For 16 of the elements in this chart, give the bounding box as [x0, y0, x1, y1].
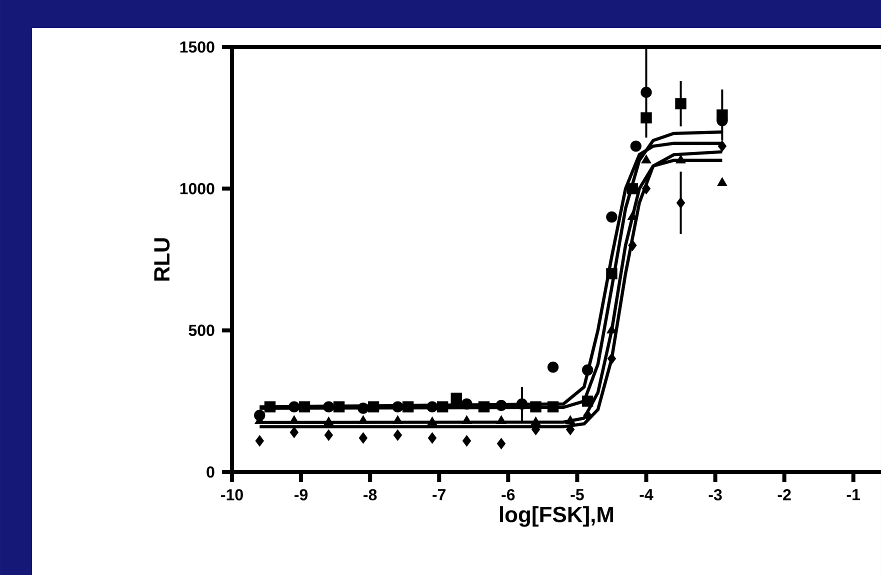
y-axis-title: RLU	[154, 238, 170, 281]
x-tick-label: -2	[778, 489, 791, 500]
y-tick-label: 1500	[180, 41, 214, 53]
x-tick-label: -5	[570, 489, 584, 500]
y-tick-label: 500	[188, 324, 214, 336]
x-tick-label: -8	[364, 489, 377, 500]
y-tick-label: 1000	[180, 183, 214, 194]
x-tick-label: -9	[294, 489, 308, 500]
x-axis-title: log[FSK],M	[500, 506, 614, 527]
y-tick-label: 0	[206, 466, 214, 478]
x-tick-label: -6	[502, 489, 515, 500]
x-tick-label: -4	[640, 489, 654, 500]
x-tick-label: -7	[432, 489, 446, 500]
x-tick-label: -1	[846, 489, 860, 500]
x-tick-label: -10	[221, 489, 243, 500]
x-tick-label: -3	[708, 489, 722, 500]
